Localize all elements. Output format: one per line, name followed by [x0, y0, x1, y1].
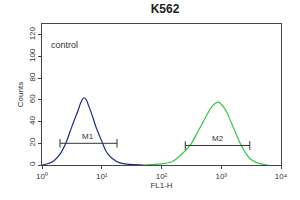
- svg-text:40: 40: [28, 115, 37, 124]
- svg-text:100: 100: [28, 48, 37, 62]
- svg-text:80: 80: [28, 72, 37, 81]
- svg-text:K562: K562: [151, 2, 180, 16]
- svg-text:control: control: [51, 40, 78, 50]
- svg-text:10⁴: 10⁴: [275, 172, 288, 181]
- svg-text:60: 60: [28, 94, 37, 103]
- svg-text:10³: 10³: [215, 172, 227, 181]
- svg-text:10¹: 10¹: [96, 172, 108, 181]
- svg-text:10²: 10²: [156, 172, 168, 181]
- svg-text:0: 0: [28, 161, 37, 166]
- svg-text:120: 120: [28, 26, 37, 40]
- svg-text:M2: M2: [212, 134, 224, 143]
- svg-text:M1: M1: [82, 132, 94, 141]
- svg-text:10⁰: 10⁰: [36, 172, 48, 181]
- svg-text:20: 20: [28, 137, 37, 146]
- svg-text:FL1-H: FL1-H: [150, 181, 172, 190]
- svg-text:Counts: Counts: [16, 82, 25, 107]
